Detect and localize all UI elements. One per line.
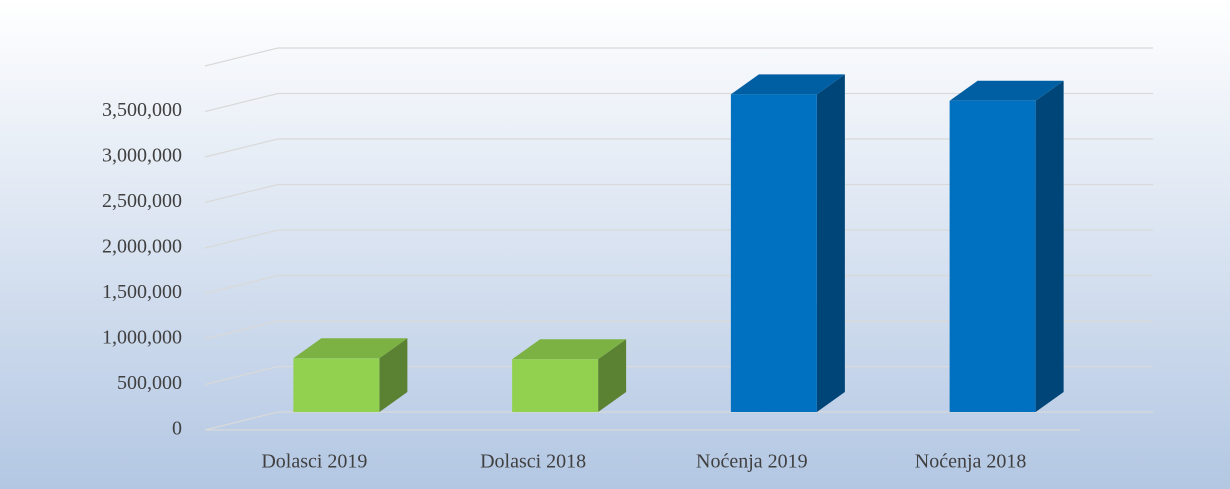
grid-line — [204, 229, 279, 249]
y-tick-label: 3,000,000 — [102, 145, 182, 167]
bar-side — [379, 338, 408, 412]
y-tick-label: 2,000,000 — [102, 236, 182, 258]
bar-top — [730, 74, 845, 95]
bar — [730, 94, 817, 412]
bar-top — [949, 80, 1064, 101]
y-tick-label: 1,000,000 — [102, 327, 182, 349]
grid-line — [204, 274, 279, 295]
grid-line — [204, 183, 279, 204]
bar-top — [293, 338, 408, 359]
grid-line — [204, 138, 279, 158]
y-tick-label: 2,500,000 — [102, 190, 182, 212]
y-tick-label: 500,000 — [117, 372, 182, 394]
bar-side — [816, 74, 845, 412]
bar — [949, 100, 1036, 412]
x-tick-label: Dolasci 2019 — [261, 451, 367, 473]
x-tick-label: Noćenja 2018 — [915, 451, 1027, 473]
grid-line — [204, 92, 279, 113]
bar-side — [598, 339, 627, 412]
x-tick-label: Dolasci 2018 — [480, 451, 586, 473]
bar-side — [1035, 80, 1064, 412]
grid-line — [204, 47, 279, 67]
y-tick-label: 0 — [172, 418, 182, 440]
y-tick-label: 3,500,000 — [102, 99, 182, 121]
y-tick-label: 1,500,000 — [102, 281, 182, 303]
bar — [512, 359, 599, 412]
grid-line — [204, 411, 279, 431]
bar-top — [512, 339, 627, 360]
x-tick-label: Noćenja 2019 — [696, 451, 808, 473]
grid-line — [204, 320, 279, 340]
bar — [293, 358, 380, 412]
grid-line — [204, 365, 279, 386]
